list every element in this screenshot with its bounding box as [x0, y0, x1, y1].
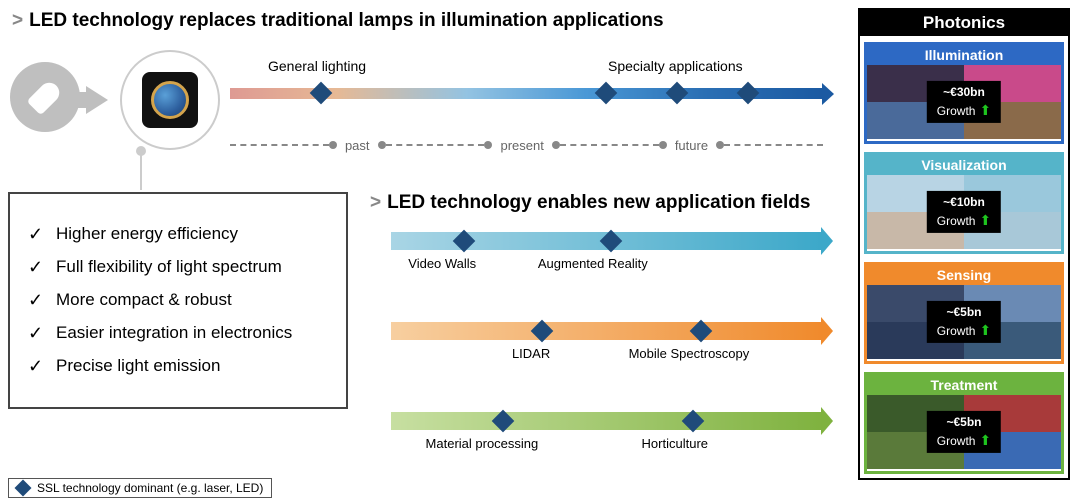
- legend: SSL technology dominant (e.g. laser, LED…: [8, 478, 272, 498]
- legend-text: SSL technology dominant (e.g. laser, LED…: [37, 481, 263, 495]
- bar-label: Mobile Spectroscopy: [629, 346, 750, 361]
- photonics-panel: Photonics Illumination ~€30bn Growth⬆ Vi…: [858, 8, 1070, 480]
- time-axis: past present future: [230, 135, 823, 155]
- bar-marker: [690, 320, 713, 343]
- card-value: ~€5bn: [946, 305, 981, 319]
- card-badge: ~€5bn Growth⬆: [927, 411, 1001, 453]
- led-chip-icon: [120, 50, 220, 150]
- benefit-text: Precise light emission: [56, 356, 220, 376]
- card-sub: Growth: [937, 104, 976, 118]
- bar-marker: [491, 410, 514, 433]
- panel-title: Photonics: [860, 10, 1068, 36]
- bar-label: Horticulture: [642, 436, 708, 451]
- card-treatment: Treatment ~€5bn Growth⬆: [864, 372, 1064, 474]
- card-head: Visualization: [867, 155, 1061, 175]
- card-head: Sensing: [867, 265, 1061, 285]
- card-visualization: Visualization ~€10bn Growth⬆: [864, 152, 1064, 254]
- timeline-marker: [737, 82, 760, 105]
- card-badge: ~€5bn Growth⬆: [927, 301, 1001, 343]
- timeline-marker: [665, 82, 688, 105]
- check-icon: ✓: [28, 224, 48, 245]
- title-mid-text: LED technology enables new application f…: [387, 192, 810, 213]
- time-past: past: [337, 138, 378, 153]
- benefit-text: More compact & robust: [56, 290, 232, 310]
- card-badge: ~€10bn Growth⬆: [927, 191, 1001, 233]
- card-badge: ~€30bn Growth⬆: [927, 81, 1001, 123]
- up-arrow-icon: ⬆: [979, 102, 991, 118]
- timeline: [230, 88, 823, 110]
- card-body: ~€5bn Growth⬆: [867, 395, 1061, 469]
- benefit-item: ✓ More compact & robust: [28, 290, 328, 311]
- bar-label: Video Walls: [408, 256, 476, 271]
- benefit-text: Higher energy efficiency: [56, 224, 238, 244]
- title-mid: >LED technology enables new application …: [370, 192, 810, 214]
- card-sensing: Sensing ~€5bn Growth⬆: [864, 262, 1064, 364]
- timeline-label-left: General lighting: [268, 58, 366, 74]
- bar-marker: [530, 320, 553, 343]
- card-value: ~€10bn: [943, 195, 985, 209]
- bulb-icon: [10, 62, 80, 132]
- benefit-item: ✓ Higher energy efficiency: [28, 224, 328, 245]
- app-bar-treatment: Material processing Horticulture: [391, 412, 823, 430]
- bar-label: Augmented Reality: [538, 256, 648, 271]
- card-body: ~€30bn Growth⬆: [867, 65, 1061, 139]
- up-arrow-icon: ⬆: [979, 212, 991, 228]
- check-icon: ✓: [28, 290, 48, 311]
- arrowhead-icon: [821, 317, 833, 345]
- benefit-item: ✓ Full flexibility of light spectrum: [28, 257, 328, 278]
- arrowhead-icon: [821, 227, 833, 255]
- timeline-marker: [594, 82, 617, 105]
- diamond-icon: [15, 480, 32, 497]
- app-bar-sensing: LIDAR Mobile Spectroscopy: [391, 322, 823, 340]
- card-body: ~€10bn Growth⬆: [867, 175, 1061, 249]
- check-icon: ✓: [28, 323, 48, 344]
- timeline-label-right: Specialty applications: [608, 58, 743, 74]
- app-bar-visualization: Video Walls Augmented Reality: [391, 232, 823, 250]
- time-present: present: [492, 138, 551, 153]
- arrowhead-icon: [821, 407, 833, 435]
- arrow-icon: [86, 86, 108, 114]
- card-head: Illumination: [867, 45, 1061, 65]
- arrowhead-icon: [822, 83, 834, 105]
- card-head: Treatment: [867, 375, 1061, 395]
- bar-label: LIDAR: [512, 346, 550, 361]
- benefit-item: ✓ Easier integration in electronics: [28, 323, 328, 344]
- card-sub: Growth: [937, 324, 976, 338]
- card-illumination: Illumination ~€30bn Growth⬆: [864, 42, 1064, 144]
- benefit-item: ✓ Precise light emission: [28, 356, 328, 377]
- bar-marker: [599, 230, 622, 253]
- up-arrow-icon: ⬆: [979, 432, 991, 448]
- card-sub: Growth: [937, 434, 976, 448]
- check-icon: ✓: [28, 356, 48, 377]
- benefit-text: Easier integration in electronics: [56, 323, 292, 343]
- callout-line: [140, 148, 142, 190]
- check-icon: ✓: [28, 257, 48, 278]
- title-top-text: LED technology replaces traditional lamp…: [29, 10, 664, 31]
- bar-marker: [681, 410, 704, 433]
- timeline-marker: [310, 82, 333, 105]
- card-value: ~€5bn: [946, 415, 981, 429]
- card-body: ~€5bn Growth⬆: [867, 285, 1061, 359]
- benefit-text: Full flexibility of light spectrum: [56, 257, 282, 277]
- benefits-box: ✓ Higher energy efficiency ✓ Full flexibil…: [8, 192, 348, 409]
- time-future: future: [667, 138, 716, 153]
- bar-marker: [452, 230, 475, 253]
- card-value: ~€30bn: [943, 85, 985, 99]
- bar-label: Material processing: [426, 436, 539, 451]
- card-sub: Growth: [937, 214, 976, 228]
- title-top: >LED technology replaces traditional lam…: [12, 10, 664, 32]
- up-arrow-icon: ⬆: [979, 322, 991, 338]
